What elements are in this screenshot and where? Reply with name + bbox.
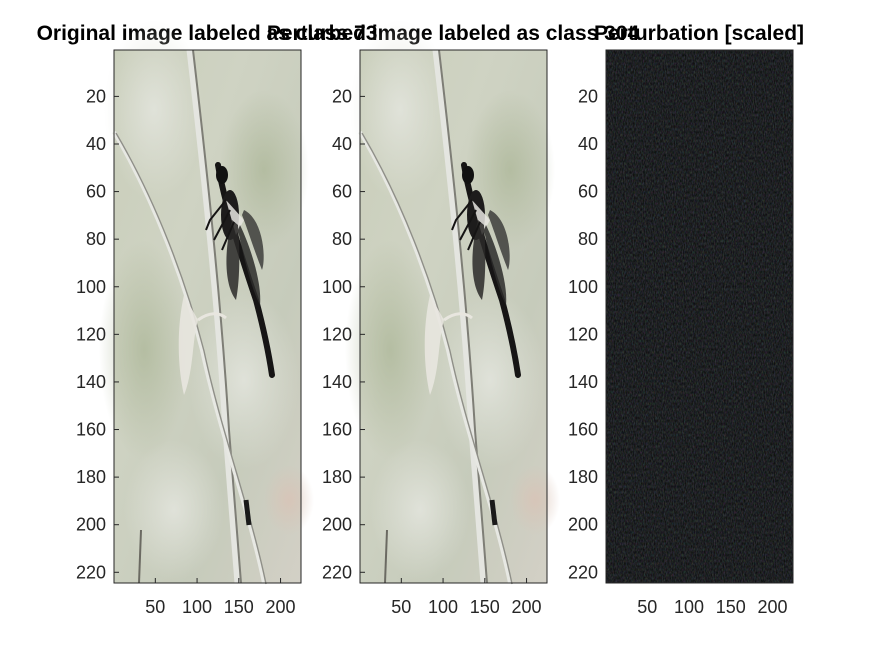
- y-tick-label: 100: [76, 277, 106, 297]
- y-tick-label: 120: [322, 324, 352, 344]
- y-tick-label: 180: [322, 467, 352, 487]
- y-tick-label: 220: [568, 562, 598, 582]
- panel-perturbation-axes-box: [605, 49, 794, 584]
- x-tick-label: 50: [637, 597, 657, 617]
- y-tick-label: 20: [332, 86, 352, 106]
- y-tick-label: 60: [332, 182, 352, 202]
- y-tick-label: 80: [578, 229, 598, 249]
- y-tick-label: 40: [578, 134, 598, 154]
- y-tick-label: 80: [332, 229, 352, 249]
- y-tick-label: 120: [76, 324, 106, 344]
- y-tick-label: 220: [76, 562, 106, 582]
- x-tick-label: 100: [428, 597, 458, 617]
- y-tick-label: 180: [76, 467, 106, 487]
- x-tick-label: 200: [266, 597, 296, 617]
- x-tick-label: 200: [512, 597, 542, 617]
- panel-perturbed-title: Perturbed image labeled as class 304: [267, 22, 640, 45]
- perturbed-image: [345, 20, 560, 584]
- y-tick-label: 160: [76, 420, 106, 440]
- panel-perturbation-y-ticks: 20 40 60 80 100 120 140 160 180 200 220: [568, 86, 611, 582]
- panel-original-title: Original image labeled as class 73: [37, 22, 378, 45]
- x-tick-label: 50: [145, 597, 165, 617]
- panel-perturbation-title: Perturbation [scaled]: [594, 22, 804, 45]
- y-tick-label: 200: [76, 515, 106, 535]
- x-tick-label: 150: [716, 597, 746, 617]
- x-tick-label: 150: [224, 597, 254, 617]
- y-tick-label: 80: [86, 229, 106, 249]
- y-tick-label: 200: [322, 515, 352, 535]
- x-tick-label: 100: [674, 597, 704, 617]
- y-tick-label: 120: [568, 324, 598, 344]
- y-tick-label: 40: [86, 134, 106, 154]
- panel-original-x-ticks: 50 100 150 200: [145, 578, 296, 617]
- y-tick-label: 20: [86, 86, 106, 106]
- panel-perturbed-axes-box: [359, 49, 548, 584]
- y-tick-label: 220: [322, 562, 352, 582]
- y-tick-label: 100: [322, 277, 352, 297]
- y-tick-label: 140: [568, 372, 598, 392]
- panel-perturbed-x-ticks: 50 100 150 200: [391, 578, 542, 617]
- y-tick-label: 40: [332, 134, 352, 154]
- y-tick-label: 160: [568, 420, 598, 440]
- x-tick-label: 200: [758, 597, 788, 617]
- y-tick-label: 20: [578, 86, 598, 106]
- y-tick-label: 60: [86, 182, 106, 202]
- y-tick-label: 160: [322, 420, 352, 440]
- x-tick-label: 150: [470, 597, 500, 617]
- panel-perturbation-x-ticks: 50 100 150 200: [637, 578, 788, 617]
- y-tick-label: 140: [76, 372, 106, 392]
- y-tick-label: 100: [568, 277, 598, 297]
- original-image: [99, 20, 314, 584]
- x-tick-label: 50: [391, 597, 411, 617]
- x-tick-label: 100: [182, 597, 212, 617]
- y-tick-label: 180: [568, 467, 598, 487]
- y-tick-label: 200: [568, 515, 598, 535]
- y-tick-label: 60: [578, 182, 598, 202]
- panel-perturbed: Perturbed image labeled as class 304 20 4…: [267, 20, 640, 617]
- panel-perturbed-y-ticks: 20 40 60 80 100 120 140 160 180 200 220: [322, 86, 365, 582]
- perturbation-noise: [606, 50, 793, 583]
- panel-original: Original image labeled as class 73 20 40 6…: [37, 20, 378, 617]
- panel-perturbation: Perturbation [scaled] 20 40 60 80 100 120 140 1…: [568, 22, 804, 617]
- y-tick-label: 140: [322, 372, 352, 392]
- panel-original-y-ticks: 20 40 60 80 100 120 140 160 180 200 220: [76, 86, 119, 582]
- panel-original-axes-box: [113, 49, 302, 584]
